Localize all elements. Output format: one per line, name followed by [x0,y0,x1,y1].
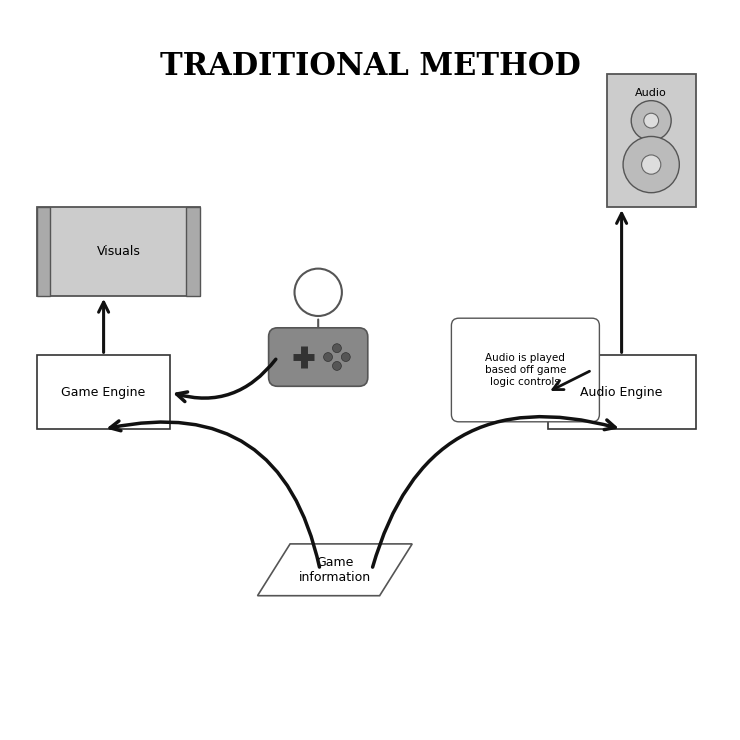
Circle shape [332,343,341,353]
Text: Audio: Audio [636,87,667,98]
FancyArrowPatch shape [373,417,615,567]
FancyBboxPatch shape [37,207,200,296]
FancyArrowPatch shape [98,302,109,352]
FancyBboxPatch shape [269,328,368,386]
FancyBboxPatch shape [37,355,170,429]
FancyArrowPatch shape [177,359,276,402]
Circle shape [644,113,659,128]
FancyBboxPatch shape [186,207,200,296]
Text: Visuals: Visuals [96,245,141,258]
FancyBboxPatch shape [451,318,599,422]
Circle shape [295,269,342,316]
Text: Game
information: Game information [299,556,371,584]
Text: TRADITIONAL METHOD: TRADITIONAL METHOD [160,51,580,82]
Polygon shape [258,544,412,596]
FancyBboxPatch shape [37,207,50,296]
Circle shape [623,136,679,192]
Circle shape [642,155,661,174]
FancyArrowPatch shape [553,371,590,389]
FancyBboxPatch shape [548,355,696,429]
Circle shape [341,353,350,362]
Text: Audio Engine: Audio Engine [580,386,663,399]
FancyBboxPatch shape [607,74,696,207]
FancyArrowPatch shape [110,421,320,567]
Text: Game Engine: Game Engine [61,386,146,399]
Circle shape [323,353,332,362]
Circle shape [332,362,341,371]
Text: Audio is played
based off game
logic controls: Audio is played based off game logic con… [485,354,566,386]
FancyArrowPatch shape [616,213,627,352]
Circle shape [631,101,671,141]
